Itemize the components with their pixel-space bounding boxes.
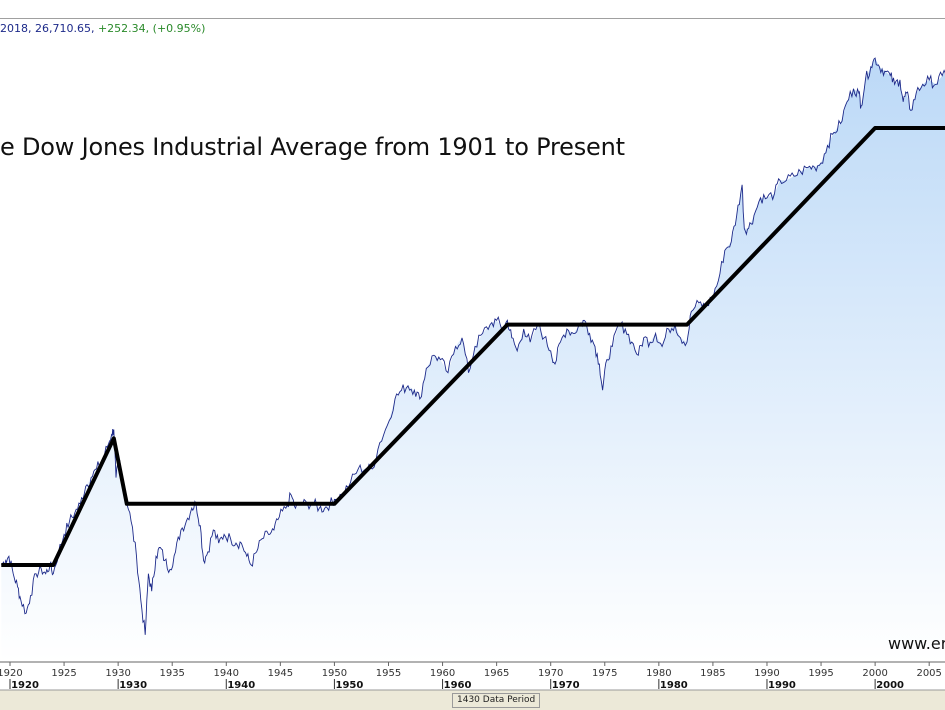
header-change-value: +252.34, (+0.95%) xyxy=(97,22,206,35)
x-major-tick-label: 1920 xyxy=(11,680,39,691)
x-minor-tick-label: 1995 xyxy=(808,668,833,679)
x-minor-tick-label: 1925 xyxy=(51,668,76,679)
x-major-tick-label: 1960 xyxy=(444,680,472,691)
x-minor-tick-label: 1990 xyxy=(754,668,779,679)
x-minor-tick-label: 1975 xyxy=(592,668,617,679)
trend-line xyxy=(1,126,945,567)
x-major-tick-label: 1930 xyxy=(119,680,147,691)
x-minor-tick-label: 1985 xyxy=(700,668,725,679)
chart-title: e Dow Jones Industrial Average from 1901… xyxy=(0,133,625,161)
x-minor-tick-label: 1955 xyxy=(376,668,401,679)
price-header: 2018, 26,710.65, +252.34, (+0.95%) xyxy=(0,22,205,35)
website-watermark: www.er xyxy=(888,634,945,653)
x-minor-tick-label: 1980 xyxy=(646,668,671,679)
x-major-tick-label: 2000 xyxy=(876,680,904,691)
x-minor-tick-label: 1945 xyxy=(268,668,293,679)
window-top-border xyxy=(0,18,945,19)
x-minor-tick-label: 1970 xyxy=(538,668,563,679)
x-minor-tick-label: 1940 xyxy=(214,668,239,679)
x-minor-tick-label: 1960 xyxy=(430,668,455,679)
x-minor-tick-label: 2005 xyxy=(916,668,941,679)
x-minor-tick-label: 1930 xyxy=(105,668,130,679)
x-minor-tick-label: 2000 xyxy=(862,668,887,679)
x-major-tick-label: 1970 xyxy=(552,680,580,691)
data-period-status: 1430 Data Period xyxy=(452,693,541,708)
x-minor-tick-label: 1950 xyxy=(322,668,347,679)
x-minor-tick-label: 1920 xyxy=(0,668,23,679)
x-minor-tick-label: 1965 xyxy=(484,668,509,679)
x-major-tick-label: 1980 xyxy=(660,680,688,691)
x-minor-tick-label: 1935 xyxy=(159,668,184,679)
x-major-tick-label: 1950 xyxy=(335,680,363,691)
x-major-tick-label: 1940 xyxy=(227,680,255,691)
price-line xyxy=(0,57,945,635)
x-major-tick-label: 1990 xyxy=(768,680,796,691)
header-date-value: 2018, 26,710.65, xyxy=(0,22,95,35)
